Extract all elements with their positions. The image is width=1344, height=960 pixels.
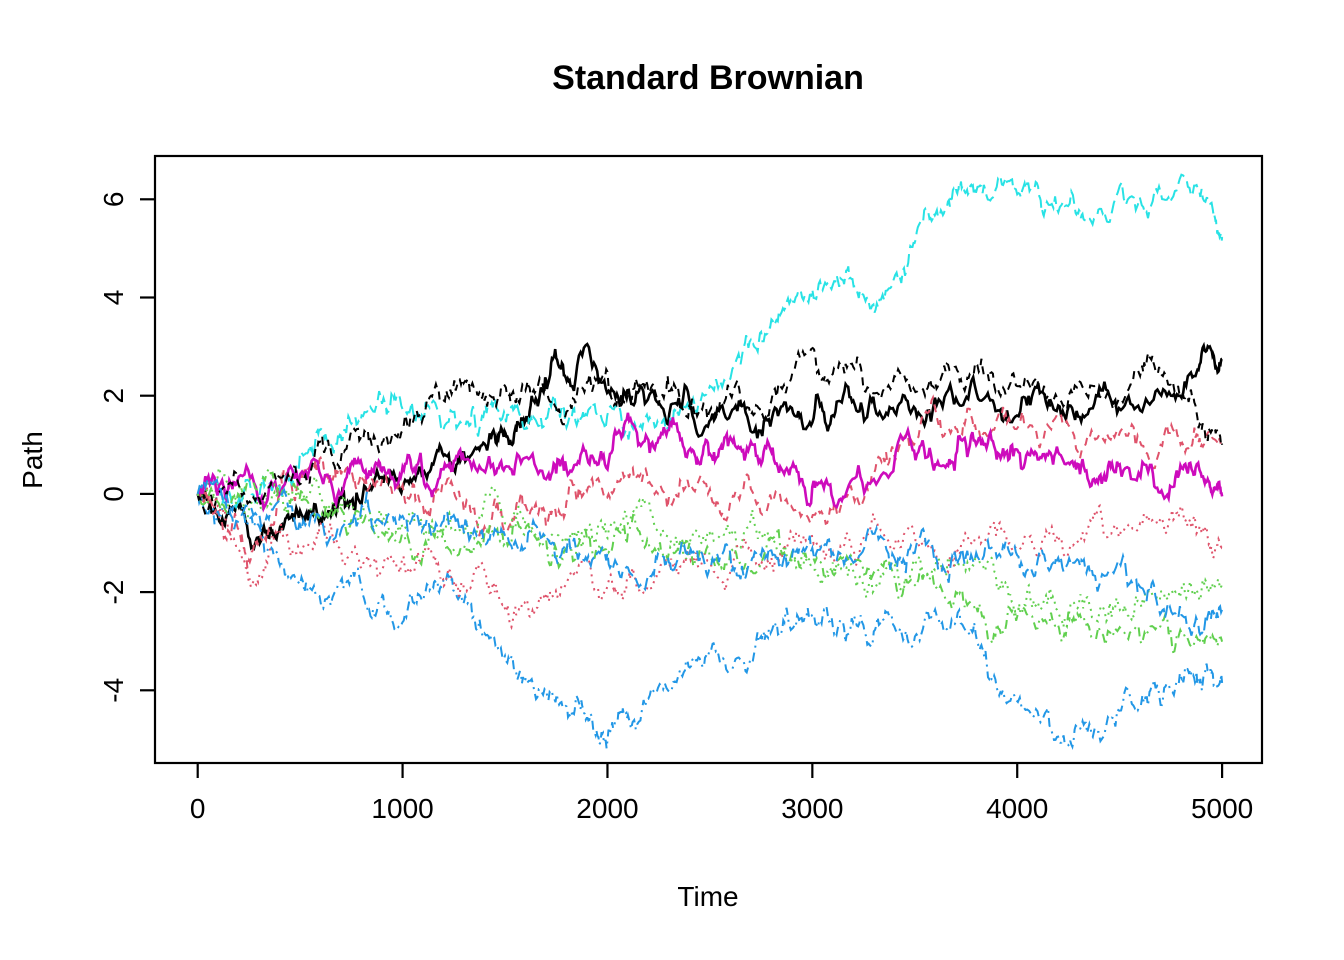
y-axis-label: Path [17, 431, 48, 489]
x-tick-label: 2000 [576, 793, 638, 824]
x-axis: 0 1000 2000 3000 4000 5000 [190, 763, 1253, 824]
path-8-pink-dotted [196, 487, 1224, 631]
x-tick-label: 1000 [371, 793, 433, 824]
y-tick-label: 6 [98, 192, 129, 208]
x-tick-label: 0 [190, 793, 206, 824]
y-tick-label: 4 [98, 290, 129, 306]
x-tick-label: 5000 [1191, 793, 1253, 824]
path-10-blue-longdash [196, 476, 1224, 637]
path-6-magenta-solid [196, 412, 1224, 513]
path-5-cyan-longdash [196, 173, 1224, 510]
y-tick-label: 2 [98, 388, 129, 404]
y-tick-label: 0 [98, 486, 129, 502]
x-tick-label: 4000 [986, 793, 1048, 824]
plot-box [153, 154, 1264, 765]
path-9-green-dotdash [196, 466, 1224, 656]
chart-title: Standard Brownian [552, 59, 864, 97]
series-lines [196, 173, 1224, 751]
y-tick-label: -4 [98, 678, 129, 703]
y-tick-label: -2 [98, 580, 129, 605]
x-tick-label: 3000 [781, 793, 843, 824]
x-axis-label: Time [677, 881, 738, 912]
path-7-black-dashed [196, 346, 1224, 517]
path-2-pink-dashed [196, 394, 1224, 569]
path-3-green-dotted [196, 467, 1224, 630]
y-axis: -4 -2 0 2 4 6 [98, 192, 155, 703]
